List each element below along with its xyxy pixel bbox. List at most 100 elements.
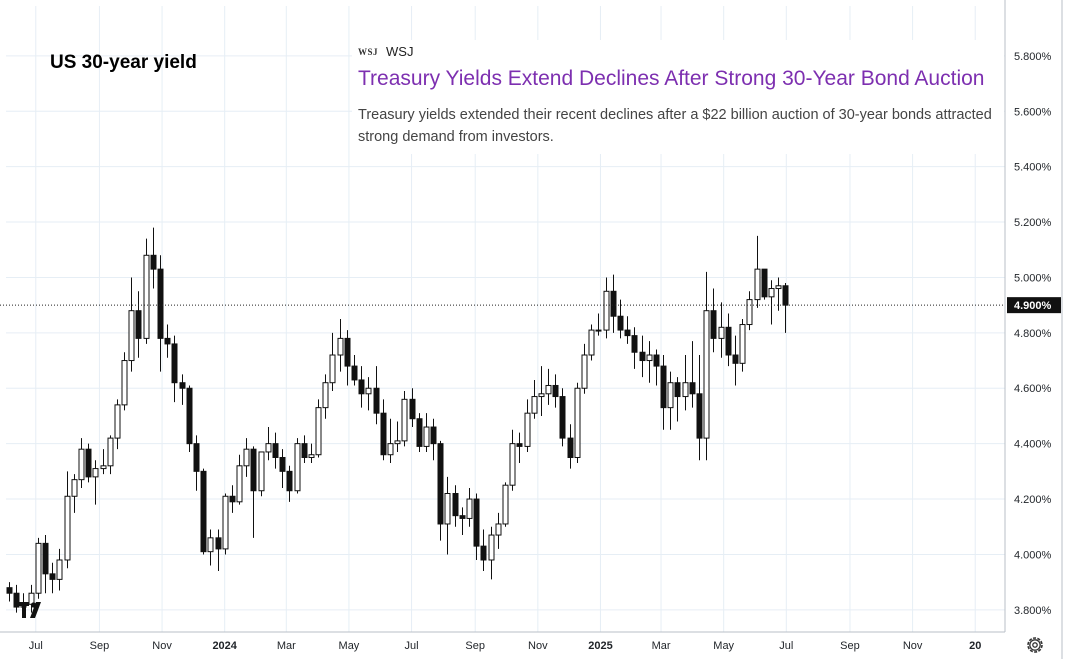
tradingview-logo-icon[interactable] bbox=[18, 600, 52, 620]
candle bbox=[610, 274, 617, 333]
candle bbox=[315, 399, 322, 458]
news-summary: Treasury yields extended their recent de… bbox=[358, 107, 992, 145]
candle bbox=[689, 341, 696, 408]
candle-body bbox=[322, 382, 329, 409]
candle bbox=[696, 355, 703, 461]
candle-body bbox=[121, 360, 128, 406]
candle-body bbox=[35, 542, 42, 594]
gear-icon[interactable] bbox=[1024, 634, 1046, 656]
candle-body bbox=[631, 335, 638, 353]
candle bbox=[380, 399, 387, 461]
candle-body bbox=[739, 324, 746, 364]
news-source: WSJ bbox=[386, 44, 414, 59]
candle-body bbox=[207, 537, 214, 553]
candle-body bbox=[49, 573, 56, 580]
candle bbox=[387, 418, 394, 464]
candle-body bbox=[380, 412, 387, 456]
candle bbox=[207, 529, 214, 566]
candle-body bbox=[545, 384, 552, 395]
candle bbox=[559, 388, 566, 447]
x-tick-label: Jul bbox=[405, 640, 419, 652]
candle bbox=[444, 476, 451, 555]
candle bbox=[473, 493, 480, 560]
candle bbox=[351, 355, 358, 386]
candle-body bbox=[444, 493, 451, 525]
candle-body bbox=[164, 337, 171, 345]
candle-body bbox=[624, 329, 631, 337]
candle-body bbox=[64, 495, 71, 561]
candle bbox=[480, 529, 487, 572]
candle-body bbox=[294, 443, 301, 492]
y-tick-label: 5.200% bbox=[1014, 217, 1052, 229]
candle-body bbox=[696, 393, 703, 439]
y-tick-label: 5.000% bbox=[1014, 272, 1052, 284]
candle bbox=[588, 324, 595, 361]
candle-body bbox=[531, 396, 538, 414]
candle-body bbox=[85, 448, 92, 478]
candle-body bbox=[710, 310, 717, 339]
candle-body bbox=[437, 443, 444, 525]
candle bbox=[222, 493, 229, 555]
candle bbox=[365, 377, 372, 411]
candle bbox=[85, 443, 92, 483]
candle-body bbox=[157, 268, 164, 339]
candle-body bbox=[775, 285, 782, 290]
candle-body bbox=[452, 493, 459, 517]
y-tick-label: 3.800% bbox=[1014, 605, 1052, 617]
candle bbox=[682, 355, 689, 411]
candle bbox=[344, 330, 351, 386]
candle-body bbox=[567, 437, 574, 458]
candle bbox=[667, 371, 674, 430]
candle bbox=[545, 368, 552, 405]
candle-body bbox=[423, 426, 430, 447]
candle-body bbox=[409, 398, 416, 420]
candle bbox=[215, 529, 222, 572]
candle bbox=[603, 277, 610, 339]
x-tick-label: Nov bbox=[528, 640, 548, 652]
candle bbox=[6, 582, 13, 602]
candle bbox=[373, 366, 380, 425]
candle bbox=[171, 335, 178, 403]
candle bbox=[100, 449, 107, 475]
candle-body bbox=[660, 365, 667, 409]
candle-body bbox=[488, 534, 495, 561]
candle bbox=[286, 465, 293, 502]
candle-body bbox=[329, 354, 336, 384]
candle-body bbox=[272, 443, 279, 458]
candle bbox=[674, 377, 681, 422]
candle bbox=[250, 446, 257, 538]
candle bbox=[775, 277, 782, 311]
candle-body bbox=[480, 545, 487, 561]
candle-body bbox=[732, 354, 739, 364]
candle-body bbox=[107, 437, 114, 467]
candle-body bbox=[92, 468, 99, 478]
candle-body bbox=[430, 426, 437, 445]
candle bbox=[459, 507, 466, 536]
candle-body bbox=[286, 470, 293, 492]
x-tick-label: 20 bbox=[969, 640, 981, 652]
candle bbox=[524, 399, 531, 452]
news-headline[interactable]: Treasury Yields Extend Declines After St… bbox=[358, 67, 985, 90]
candle-body bbox=[761, 268, 768, 298]
candle-body bbox=[308, 454, 315, 458]
candle bbox=[193, 435, 200, 491]
candle bbox=[437, 440, 444, 541]
current-price-badge bbox=[1007, 297, 1061, 314]
candle bbox=[157, 255, 164, 372]
candle bbox=[394, 421, 401, 452]
candle-body bbox=[516, 443, 523, 447]
news-card[interactable]: WSJ WSJ Treasury Yields Extend Declines … bbox=[352, 40, 1004, 154]
candle bbox=[135, 291, 142, 358]
y-tick-label: 5.400% bbox=[1014, 162, 1052, 174]
x-tick-label: Mar bbox=[652, 640, 671, 652]
y-tick-label: 4.800% bbox=[1014, 328, 1052, 340]
candle bbox=[329, 332, 336, 392]
candle bbox=[49, 562, 56, 594]
y-tick-label: 4.000% bbox=[1014, 549, 1052, 561]
candle-body bbox=[135, 310, 142, 339]
candle bbox=[107, 435, 114, 475]
candle bbox=[653, 349, 660, 386]
x-tick-label: May bbox=[713, 640, 734, 652]
